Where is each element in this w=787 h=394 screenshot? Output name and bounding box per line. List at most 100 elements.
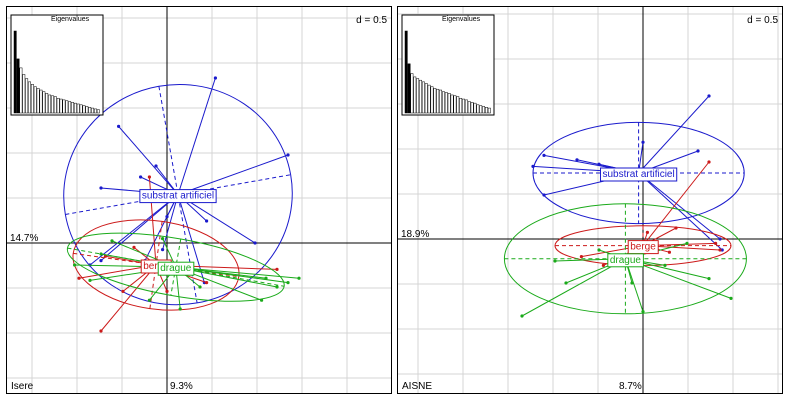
aisne-group-label-2: drague <box>610 255 642 266</box>
isere-eigen-bar <box>28 81 31 114</box>
aisne-point-2 <box>520 314 524 318</box>
aisne-eigen-bar <box>439 89 443 114</box>
isere-point-1 <box>205 281 209 285</box>
isere-eigen-bar <box>82 105 86 114</box>
isere-point-0 <box>205 219 209 223</box>
aisne-eigen-bar <box>467 101 471 114</box>
isere-group-label-2: drague <box>160 263 192 274</box>
aisne-eigen-bar <box>436 88 440 114</box>
isere-axis1-percent: 9.3% <box>170 381 193 392</box>
isere-point-0 <box>154 164 158 168</box>
aisne-eigen-bar <box>470 102 474 114</box>
aisne-axis2-percent: 18.9% <box>401 229 430 240</box>
aisne-eigenvalues-title: Eigenvalues <box>442 16 481 23</box>
aisne-group-label-1: berge <box>630 242 656 253</box>
aisne-point-2 <box>641 310 645 314</box>
isere-group-label-0: substrat artificiel <box>142 191 214 202</box>
aisne-eigen-bar <box>473 102 477 114</box>
isere-group-label-1: berge <box>143 261 169 272</box>
aisne-scale-label: d = 0.5 <box>747 15 778 26</box>
isere-point-0 <box>99 186 103 190</box>
aisne-eigen-bar <box>459 97 463 114</box>
aisne-point-2 <box>663 263 667 267</box>
aisne-point-1 <box>718 248 722 252</box>
isere-point-2 <box>99 252 103 256</box>
isere-axis2-percent: 14.7% <box>10 233 39 244</box>
isere-eigen-bar <box>76 103 80 114</box>
aisne-eigen-bar <box>433 88 437 114</box>
isere-point-0 <box>99 259 103 263</box>
isere-segment-0 <box>162 194 179 250</box>
aisne-segment-2 <box>624 258 644 312</box>
isere-point-1 <box>275 267 279 271</box>
aisne-segment-1 <box>642 161 710 246</box>
aisne-point-2 <box>553 259 557 263</box>
aisne-point-2 <box>707 277 711 281</box>
aisne-point-2 <box>729 296 733 300</box>
isere-eigen-bar <box>59 98 63 114</box>
isere-group-label-box-2 <box>157 261 195 276</box>
aisne-eigen-bar <box>482 106 486 114</box>
isere-eigen-bar <box>68 101 72 114</box>
isere-point-2 <box>264 276 268 280</box>
isere-eigen-bar <box>39 89 43 114</box>
isere-point-2 <box>275 285 279 289</box>
isere-point-2 <box>260 298 264 302</box>
aisne-point-1 <box>645 230 649 234</box>
aisne-segment-0 <box>638 95 710 174</box>
aisne-axis1-percent: 8.7% <box>619 381 642 392</box>
aisne-point-1 <box>579 255 583 259</box>
isere-eigen-bar <box>53 96 57 114</box>
aisne-point-2 <box>597 248 601 252</box>
aisne-eigen-bar <box>407 63 411 114</box>
aisne-eigen-bar <box>447 93 451 114</box>
isere-segment-0 <box>177 194 205 283</box>
isere-point-2 <box>286 281 290 285</box>
isere-segment-2 <box>175 266 300 279</box>
aisne-point-1 <box>707 160 711 164</box>
aisne-point-0 <box>575 158 579 162</box>
isere-eigen-bar <box>42 91 46 114</box>
isere-point-0 <box>139 175 143 179</box>
isere-point-2 <box>110 239 114 243</box>
isere-point-2 <box>178 307 182 311</box>
aisne-eigen-bar <box>479 105 483 114</box>
aisne-point-0 <box>641 140 645 144</box>
isere-eigen-bar <box>96 109 100 114</box>
aisne-point-1 <box>714 241 718 245</box>
aisne-point-0 <box>542 153 546 157</box>
isere-point-0 <box>161 248 165 252</box>
aisne-point-1 <box>674 226 678 230</box>
aisne-segment-0 <box>638 172 723 251</box>
isere-point-2 <box>297 276 301 280</box>
aisne-point-0 <box>720 248 724 252</box>
isere-scale-label: d = 0.5 <box>356 15 387 26</box>
aisne-eigen-bar <box>487 107 491 114</box>
isere-eigen-bar <box>56 97 60 114</box>
aisne-group-label-box-0 <box>599 167 678 182</box>
isere-point-2 <box>147 298 151 302</box>
isere-eigen-bar <box>45 93 49 114</box>
isere-point-2 <box>88 278 92 282</box>
aisne-point-0 <box>542 193 546 197</box>
isere-point-2 <box>73 263 77 267</box>
isere-eigen-bar <box>73 102 77 114</box>
aisne-eigen-bar <box>421 81 425 114</box>
isere-eigen-bar <box>30 84 34 114</box>
isere-segment-0 <box>89 194 179 266</box>
aisne-eigen-bar <box>450 94 454 114</box>
aisne-eigen-bar <box>456 96 460 114</box>
isere-eigen-bar <box>88 107 92 114</box>
isere-eigen-bar <box>79 104 83 114</box>
isere-segment-0 <box>100 194 179 261</box>
aisne-eigen-bar <box>416 78 420 114</box>
isere-eigen-bar <box>48 94 52 114</box>
aisne-group-label-box-2 <box>607 253 644 268</box>
isere-segment-0 <box>118 126 179 195</box>
aisne-point-2 <box>685 241 689 245</box>
isere-eigen-bar <box>19 67 23 114</box>
isere-site-label: Isere <box>11 381 34 392</box>
isere-group-label-box-0 <box>139 189 217 204</box>
isere-eigen-bar <box>71 102 74 114</box>
